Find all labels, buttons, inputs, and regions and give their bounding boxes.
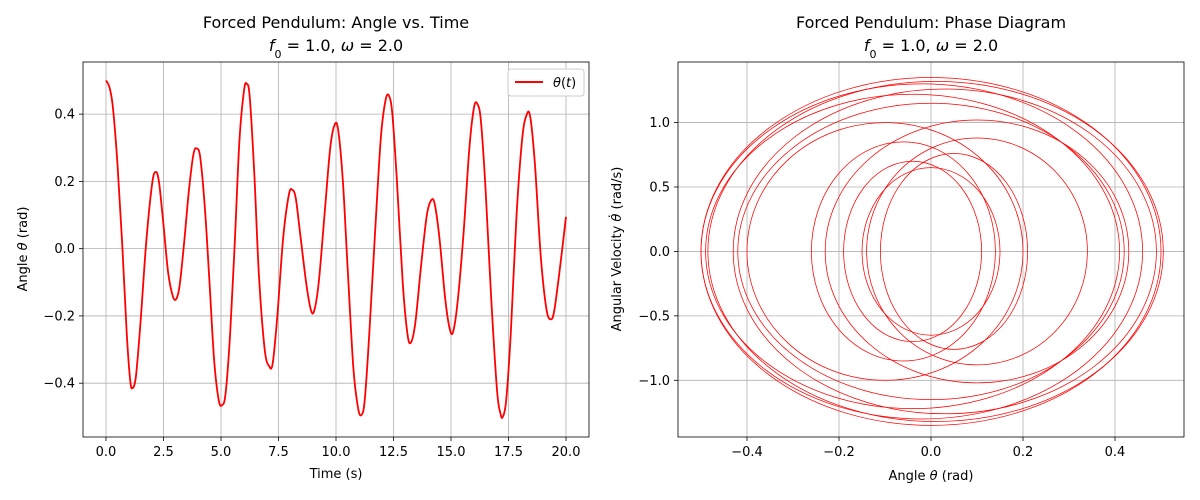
y-axis-label: Angular Velocity θ̇ (rad/s) [609,167,625,332]
legend: θ(t) [507,68,585,97]
y-axis-label-symbol: θ̇ [609,214,625,222]
y-axis-label-text: Angular Velocity [610,222,625,332]
legend-t-symbol: t [566,76,572,91]
legend-close-paren: ) [571,76,576,91]
x-axis-label-symbol: θ [930,469,938,484]
subtitle-omega-symbol: ω [936,36,949,55]
y-axis-label-symbol: θ [16,242,31,250]
y-tick-label: −0.5 [638,309,670,324]
y-tick-label: −1.0 [638,374,670,389]
phase-trajectory-loop [843,160,982,343]
subtitle-f-value: = 1.0, [877,36,936,55]
series-line-theta [105,80,567,419]
y-tick-label: 0.4 [54,108,75,123]
x-tick-label: 17.5 [494,445,523,460]
subtitle-omega-symbol: ω [341,36,354,55]
phase-trajectory-loop [824,119,1130,384]
x-axis-label-unit: (rad) [938,469,974,484]
x-tick-label: 20.0 [552,445,581,460]
subtitle-f-subscript: 0 [870,48,877,61]
phase-trajectory-loop [705,93,1120,410]
legend-theta-symbol: θ [553,76,561,91]
subtitle-omega-value: = 2.0 [949,36,998,55]
phase-trajectory-loop [707,80,1164,422]
y-axis-label-text: Angle [16,250,31,291]
x-tick-label: −0.2 [823,445,855,460]
legend-open-paren: ( [561,76,566,91]
phase-trajectory-loop [732,88,1157,415]
phase-diagram-chart: Forced Pendulum: Phase Diagram f0 = 1.0,… [609,13,1185,484]
y-tick-label: −0.4 [43,377,75,392]
x-tick-label: 10.0 [322,445,351,460]
x-tick-label: 5.0 [211,445,232,460]
chart-subtitle: f0 = 1.0, ω = 2.0 [864,36,998,61]
subtitle-f-value: = 1.0, [282,36,341,55]
axes-frame [82,61,590,438]
x-tick-label: 7.5 [268,445,289,460]
x-tick-label: 0.0 [921,445,942,460]
grid-lines [678,62,1184,437]
x-tick-label: 2.5 [153,445,174,460]
y-tick-label: 0.2 [54,175,75,190]
phase-trajectory-loop [700,83,1143,420]
phase-trajectory-loop [737,102,1125,401]
legend-label: θ(t) [553,76,576,91]
x-tick-label: 0.0 [96,445,117,460]
y-tick-label: 0.5 [649,181,670,196]
legend-box [507,68,585,97]
axes-frame [677,61,1185,438]
subtitle-f-symbol: f [269,36,277,55]
phase-trajectory-loop [811,141,996,362]
y-tick-label: 0.0 [54,242,75,257]
x-tick-label: −0.4 [731,445,763,460]
chart-title: Forced Pendulum: Phase Diagram [796,13,1066,32]
axis-ticks: 0.0 2.5 5.0 7.5 10.0 12.5 15.0 17.5 20.0 −0.4 −0.2… [43,108,580,460]
x-tick-label: 0.2 [1013,445,1034,460]
phase-trajectory-loop [866,137,1088,366]
x-tick-label: 12.5 [379,445,408,460]
axis-ticks: −0.4 −0.2 0.0 0.2 0.4 −1.0 −0.5 0.0 0.5 1.0 [638,116,1125,460]
subtitle-omega-value: = 2.0 [354,36,403,55]
chart-subtitle: f0 = 1.0, ω = 2.0 [269,36,403,61]
y-tick-label: −0.2 [43,309,75,324]
angle-vs-time-chart: Forced Pendulum: Angle vs. Time f0 = 1.0… [16,13,590,482]
y-tick-label: 1.0 [649,116,670,131]
x-axis-label: Time (s) [309,467,363,482]
x-tick-label: 0.4 [1105,445,1126,460]
x-axis-label-text: Angle [889,469,930,484]
y-axis-label-unit: (rad/s) [610,167,625,214]
x-tick-label: 15.0 [437,445,466,460]
y-axis-label-unit: (rad) [16,207,31,243]
phase-trajectory-loop [861,167,1001,336]
subtitle-f-symbol: f [864,36,872,55]
y-tick-label: 0.0 [649,245,670,260]
phase-trajectory-loop [880,153,1028,350]
chart-title: Forced Pendulum: Angle vs. Time [203,13,469,32]
plot-lines [105,80,567,419]
x-axis-label: Angle θ (rad) [889,469,974,484]
subtitle-f-subscript: 0 [275,48,282,61]
plot-lines [700,77,1164,426]
phase-trajectory-loop [746,122,1024,381]
y-axis-label: Angle θ (rad) [16,207,31,292]
